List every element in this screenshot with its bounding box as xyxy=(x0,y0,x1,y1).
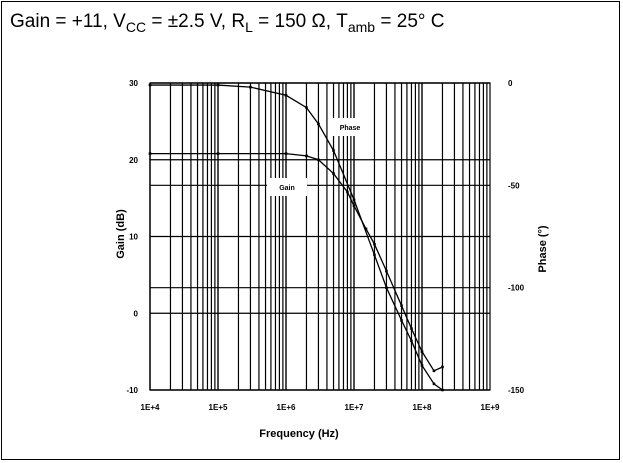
x-tick-label: 1E+9 xyxy=(481,403,500,412)
gain-point xyxy=(305,154,308,158)
y-tick-label: 30 xyxy=(129,79,138,88)
phase-point xyxy=(385,286,388,289)
gain-point xyxy=(284,152,288,155)
x-axis-title: Frequency (Hz) xyxy=(259,428,339,440)
phase-point xyxy=(216,83,220,87)
phase-point xyxy=(432,382,436,386)
y2-tick-label: 0 xyxy=(508,79,513,88)
x-tick-label: 1E+8 xyxy=(413,403,432,412)
gain-point xyxy=(400,304,403,307)
gain-point xyxy=(332,172,335,175)
phase-point xyxy=(332,149,335,152)
y2-axis-title: Phase (°) xyxy=(537,225,549,273)
series-layer xyxy=(148,83,444,392)
gain-point xyxy=(373,242,376,246)
x-tick-label: 1E+6 xyxy=(277,403,296,412)
gain-point xyxy=(432,369,436,373)
gain-point xyxy=(317,158,320,162)
annotation-box xyxy=(267,178,307,196)
gain-point xyxy=(420,350,424,353)
y-axis-title: Gain (dB) xyxy=(115,209,127,259)
annotation-phase-label: Phase xyxy=(340,125,361,132)
phase-point xyxy=(284,93,288,97)
y2-tick-label: -150 xyxy=(508,386,525,395)
phase-point xyxy=(352,198,356,201)
gain-point xyxy=(148,152,152,155)
y2-tick-label: -100 xyxy=(508,284,525,293)
phase-point xyxy=(317,122,320,126)
label-layer: 1E+4 1E+5 1E+6 1E+7 1E+8 1E+93020100-100-50-1… xyxy=(126,79,524,412)
annotation-box xyxy=(330,118,370,136)
annotation-gain-label: Gain xyxy=(279,185,295,192)
phase-point xyxy=(148,83,152,87)
gain-point xyxy=(385,269,388,273)
gain-point xyxy=(346,190,349,194)
phase-point xyxy=(400,319,403,322)
phase-point xyxy=(410,339,413,343)
gain-point xyxy=(216,152,220,155)
phase-point xyxy=(420,364,424,367)
grid-layer xyxy=(149,82,491,391)
y-tick-label: -10 xyxy=(126,386,138,395)
gain-point xyxy=(410,327,413,330)
phase-point xyxy=(305,106,308,109)
phase-line xyxy=(150,84,443,391)
phase-point xyxy=(373,253,376,257)
phase-point xyxy=(249,85,252,89)
x-tick-label: 1E+7 xyxy=(345,403,364,412)
y2-tick-label: -50 xyxy=(508,181,520,190)
test-conditions: Gain = +11, VCC = ±2.5 V, RL = 150 Ω, Ta… xyxy=(10,11,445,35)
y-tick-label: 20 xyxy=(129,156,138,165)
gain-point xyxy=(441,365,444,369)
phase-point xyxy=(441,388,444,392)
y-tick-label: 10 xyxy=(129,233,138,242)
gain-point xyxy=(352,204,356,208)
x-tick-label: 1E+5 xyxy=(209,403,228,412)
y-tick-label: 0 xyxy=(134,309,139,318)
gain-point xyxy=(364,227,368,231)
x-tick-label: 1E+4 xyxy=(141,403,160,412)
